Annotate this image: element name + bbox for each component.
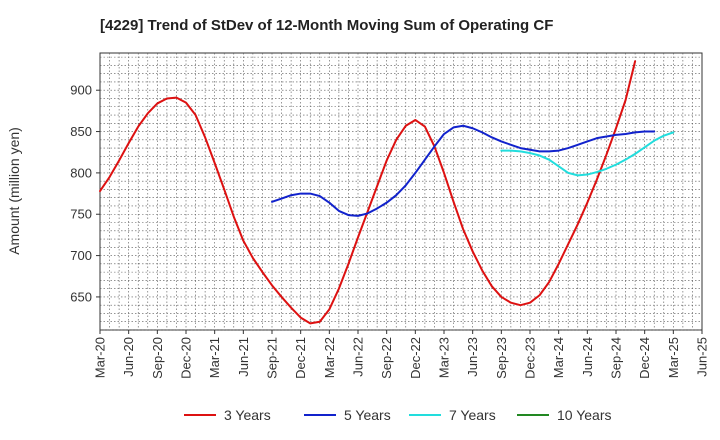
x-tick-label: Jun-21 [236, 337, 251, 377]
x-tick-label: Dec-20 [179, 337, 194, 379]
legend-label: 7 Years [449, 407, 496, 423]
x-tick-label: Sep-22 [379, 337, 394, 379]
y-axis-ticks: 650 700 750 800 850 900 [70, 83, 100, 304]
x-tick-label: Sep-21 [265, 337, 280, 379]
x-tick-label: Sep-24 [609, 337, 624, 379]
x-tick-label: Mar-21 [207, 337, 222, 378]
y-tick-label: 650 [70, 289, 92, 304]
x-tick-label: Dec-22 [408, 337, 423, 379]
x-tick-label: Jun-22 [351, 337, 366, 377]
x-tick-label: Dec-23 [523, 337, 538, 379]
series-line-3-years [99, 60, 637, 325]
x-tick-label: Sep-23 [494, 337, 509, 379]
series-line-7-years [500, 131, 675, 177]
chart-title: [4229] Trend of StDev of 12-Month Moving… [100, 17, 553, 34]
x-tick-label: Dec-21 [293, 337, 308, 379]
legend-label: 10 Years [557, 407, 612, 423]
y-tick-label: 700 [70, 248, 92, 263]
y-tick-label: 800 [70, 165, 92, 180]
x-tick-label: Mar-20 [93, 337, 108, 378]
x-tick-label: Jun-24 [580, 337, 595, 377]
series-lines [99, 60, 675, 325]
x-tick-label: Sep-20 [150, 337, 165, 379]
x-axis-ticks: Mar-20 Jun-20 Sep-20 Dec-20 Mar-21 Jun-21 Sep-… [93, 330, 710, 379]
x-tick-label: Jun-20 [121, 337, 136, 377]
x-tick-label: Jun-23 [465, 337, 480, 377]
y-axis-label: Amount (million yen) [6, 127, 22, 255]
x-tick-label: Mar-24 [551, 337, 566, 378]
x-tick-label: Mar-23 [437, 337, 452, 378]
y-tick-label: 900 [70, 83, 92, 98]
x-tick-label: Jun-25 [695, 337, 710, 377]
x-tick-label: Mar-25 [666, 337, 681, 378]
x-tick-label: Dec-24 [637, 337, 652, 379]
y-tick-label: 750 [70, 207, 92, 222]
x-tick-label: Mar-22 [322, 337, 337, 378]
series-line-5-years [271, 124, 656, 217]
legend-label: 3 Years [224, 407, 271, 423]
legend-label: 5 Years [344, 407, 391, 423]
legend: 3 Years 5 Years 7 Years 10 Years [184, 407, 612, 423]
y-tick-label: 850 [70, 124, 92, 139]
